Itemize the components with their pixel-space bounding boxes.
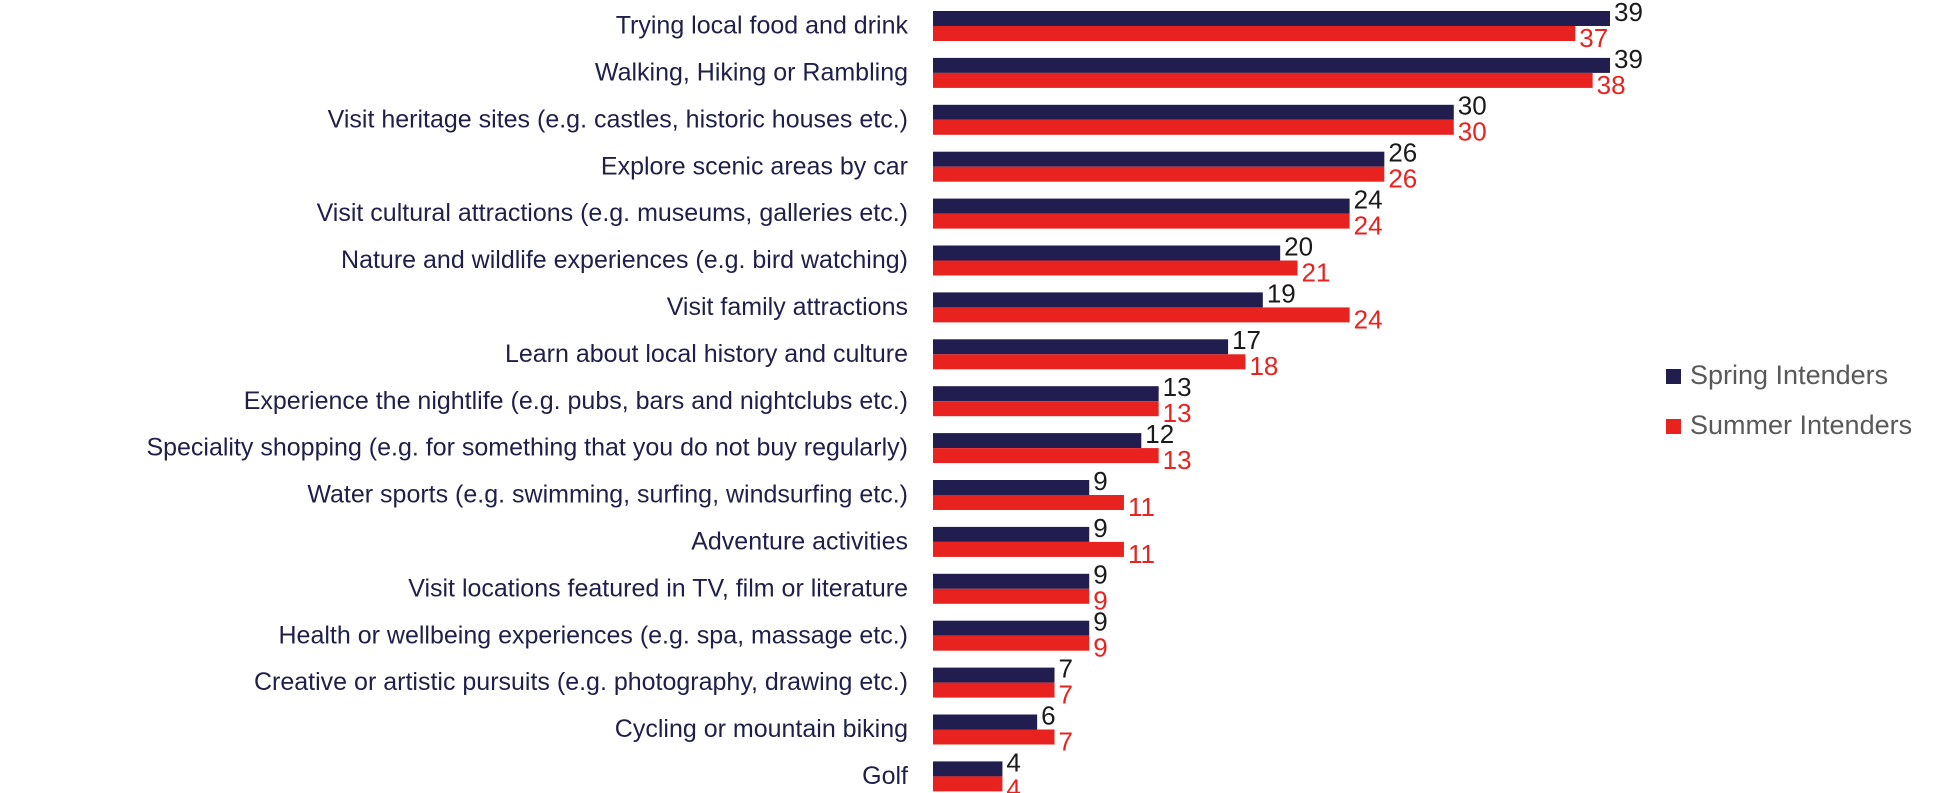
- value-label: 9: [1093, 466, 1107, 496]
- value-label: 7: [1059, 653, 1073, 683]
- value-label: 30: [1458, 91, 1487, 121]
- bar: [933, 354, 1246, 370]
- value-label: 6: [1041, 700, 1055, 730]
- category-label: Experience the nightlife (e.g. pubs, bar…: [244, 387, 908, 415]
- value-label: 9: [1093, 586, 1107, 616]
- value-label: 37: [1579, 23, 1608, 53]
- bar: [933, 480, 1090, 495]
- value-label: 12: [1145, 419, 1174, 449]
- value-label: 26: [1388, 138, 1417, 168]
- bar: [933, 11, 1610, 26]
- bar: [933, 776, 1003, 792]
- value-label: 7: [1059, 726, 1073, 756]
- value-label: 19: [1267, 278, 1296, 308]
- value-label: 24: [1354, 184, 1383, 214]
- bar: [933, 307, 1350, 323]
- category-label: Nature and wildlife experiences (e.g. bi…: [341, 246, 908, 274]
- value-label: 11: [1128, 492, 1155, 522]
- value-label: 38: [1597, 70, 1626, 100]
- bar: [933, 401, 1159, 417]
- value-label: 9: [1093, 633, 1107, 663]
- bar: [933, 213, 1350, 229]
- value-label: 9: [1093, 560, 1107, 590]
- value-label: 21: [1302, 257, 1331, 287]
- category-label: Visit locations featured in TV, film or …: [408, 574, 908, 602]
- bar: [933, 198, 1350, 214]
- bar: [933, 620, 1090, 636]
- bar: [933, 667, 1055, 683]
- bar: [933, 635, 1090, 651]
- value-label: 17: [1232, 325, 1261, 355]
- value-label: 26: [1388, 164, 1417, 194]
- value-label: 39: [1614, 0, 1643, 27]
- bar: [933, 729, 1055, 745]
- bar: [933, 119, 1454, 135]
- value-label: 13: [1163, 372, 1192, 402]
- value-label: 18: [1249, 351, 1278, 381]
- bar: [933, 541, 1124, 557]
- value-label: 9: [1093, 513, 1107, 543]
- legend-swatch: [1666, 369, 1681, 384]
- category-label: Golf: [862, 762, 908, 790]
- bar: [933, 588, 1090, 604]
- value-label: 4: [1006, 747, 1020, 777]
- value-label: 24: [1354, 304, 1383, 334]
- bar: [933, 57, 1610, 73]
- category-label: Visit family attractions: [667, 293, 908, 321]
- bar: [933, 573, 1090, 589]
- legend-label: Summer Intenders: [1690, 410, 1912, 440]
- category-label: Trying local food and drink: [616, 12, 909, 40]
- bar: [933, 448, 1159, 464]
- value-label: 24: [1354, 210, 1383, 240]
- bar: [933, 72, 1593, 88]
- bar: [933, 260, 1298, 276]
- value-label: 13: [1163, 445, 1192, 475]
- category-label: Speciality shopping (e.g. for something …: [146, 434, 908, 462]
- bar: [933, 339, 1229, 355]
- category-label: Health or wellbeing experiences (e.g. sp…: [279, 621, 909, 649]
- category-label: Visit cultural attractions (e.g. museums…: [317, 199, 908, 227]
- legend-label: Spring Intenders: [1690, 360, 1888, 390]
- value-label: 30: [1458, 117, 1487, 147]
- category-label: Cycling or mountain biking: [615, 715, 908, 743]
- category-label: Learn about local history and culture: [505, 340, 908, 368]
- bar: [933, 245, 1281, 261]
- bar: [933, 292, 1263, 308]
- value-label: 9: [1093, 607, 1107, 637]
- value-label: 13: [1163, 398, 1192, 428]
- bar: [933, 386, 1159, 402]
- bar: [933, 761, 1003, 777]
- legend-swatch: [1666, 419, 1681, 434]
- bar: [933, 166, 1385, 182]
- value-label: 7: [1059, 679, 1073, 709]
- value-label: 11: [1128, 539, 1155, 569]
- bar: [933, 104, 1454, 120]
- value-label: 4: [1006, 773, 1020, 793]
- category-label: Creative or artistic pursuits (e.g. phot…: [254, 668, 908, 696]
- category-label: Visit heritage sites (e.g. castles, hist…: [328, 105, 908, 133]
- bar: [933, 495, 1124, 510]
- bar: [933, 26, 1576, 41]
- value-label: 20: [1284, 231, 1313, 261]
- category-label: Explore scenic areas by car: [601, 152, 908, 180]
- category-label: Adventure activities: [691, 528, 908, 556]
- value-label: 39: [1614, 44, 1643, 74]
- category-label: Walking, Hiking or Rambling: [595, 59, 908, 87]
- bar: [933, 151, 1385, 167]
- bar: [933, 433, 1142, 449]
- category-label: Water sports (e.g. swimming, surfing, wi…: [307, 481, 908, 509]
- bar: [933, 714, 1038, 730]
- bar: [933, 526, 1090, 542]
- bar: [933, 682, 1055, 698]
